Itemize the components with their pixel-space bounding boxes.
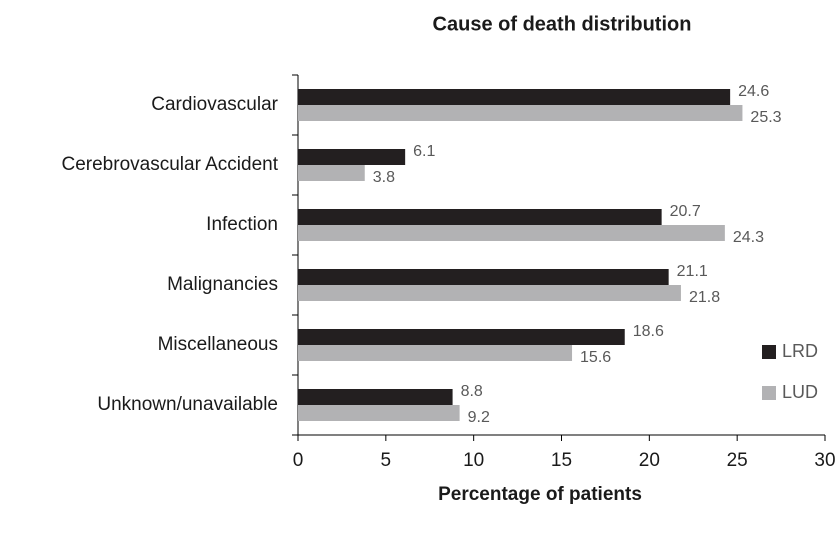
x-tick-label: 0 bbox=[293, 450, 304, 471]
bar bbox=[298, 345, 573, 361]
bar bbox=[298, 89, 731, 105]
value-label: 24.3 bbox=[733, 229, 764, 246]
legend-label: LUD bbox=[782, 382, 818, 402]
x-axis-label: Percentage of patients bbox=[438, 484, 642, 505]
y-tick-label: Cardiovascular bbox=[151, 94, 278, 115]
value-label: 25.3 bbox=[750, 109, 781, 126]
y-tick-label: Malignancies bbox=[167, 274, 278, 295]
value-label: 18.6 bbox=[633, 323, 664, 340]
y-tick-label: Cerebrovascular Accident bbox=[62, 154, 279, 175]
bar bbox=[298, 209, 662, 225]
legend-swatch bbox=[762, 386, 776, 400]
x-tick-label: 25 bbox=[727, 450, 748, 471]
y-tick-label: Unknown/unavailable bbox=[97, 394, 278, 415]
bar bbox=[298, 329, 625, 345]
bar bbox=[298, 269, 669, 285]
bar bbox=[298, 389, 453, 405]
value-label: 15.6 bbox=[580, 349, 611, 366]
bar bbox=[298, 285, 681, 301]
value-label: 6.1 bbox=[413, 143, 435, 160]
value-label: 3.8 bbox=[373, 169, 395, 186]
legend-swatch bbox=[762, 345, 776, 359]
x-tick-label: 15 bbox=[551, 450, 572, 471]
bar bbox=[298, 105, 743, 121]
bar bbox=[298, 165, 365, 181]
value-label: 21.8 bbox=[689, 289, 720, 306]
x-tick-label: 20 bbox=[639, 450, 660, 471]
value-label: 24.6 bbox=[738, 83, 769, 100]
x-tick-label: 5 bbox=[381, 450, 392, 471]
chart-title: Cause of death distribution bbox=[433, 13, 692, 35]
y-tick-label: Infection bbox=[206, 214, 278, 235]
value-label: 8.8 bbox=[461, 383, 483, 400]
value-label: 21.1 bbox=[677, 263, 708, 280]
legend-label: LRD bbox=[782, 341, 818, 361]
value-label: 9.2 bbox=[468, 409, 490, 426]
bar bbox=[298, 149, 406, 165]
value-label: 20.7 bbox=[670, 203, 701, 220]
y-tick-label: Miscellaneous bbox=[158, 334, 278, 355]
bar bbox=[298, 225, 725, 241]
x-tick-label: 10 bbox=[463, 450, 484, 471]
bar bbox=[298, 405, 460, 421]
x-tick-label: 30 bbox=[814, 450, 835, 471]
